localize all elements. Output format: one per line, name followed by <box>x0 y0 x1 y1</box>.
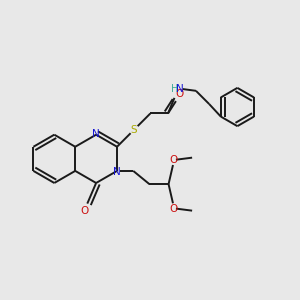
Text: N: N <box>92 129 100 139</box>
Text: O: O <box>176 89 184 99</box>
Text: O: O <box>80 206 88 216</box>
Text: S: S <box>131 125 137 135</box>
Text: O: O <box>170 155 178 165</box>
Text: O: O <box>170 204 178 214</box>
Text: N: N <box>113 167 121 177</box>
Text: H: H <box>171 84 178 94</box>
Text: N: N <box>176 84 184 94</box>
